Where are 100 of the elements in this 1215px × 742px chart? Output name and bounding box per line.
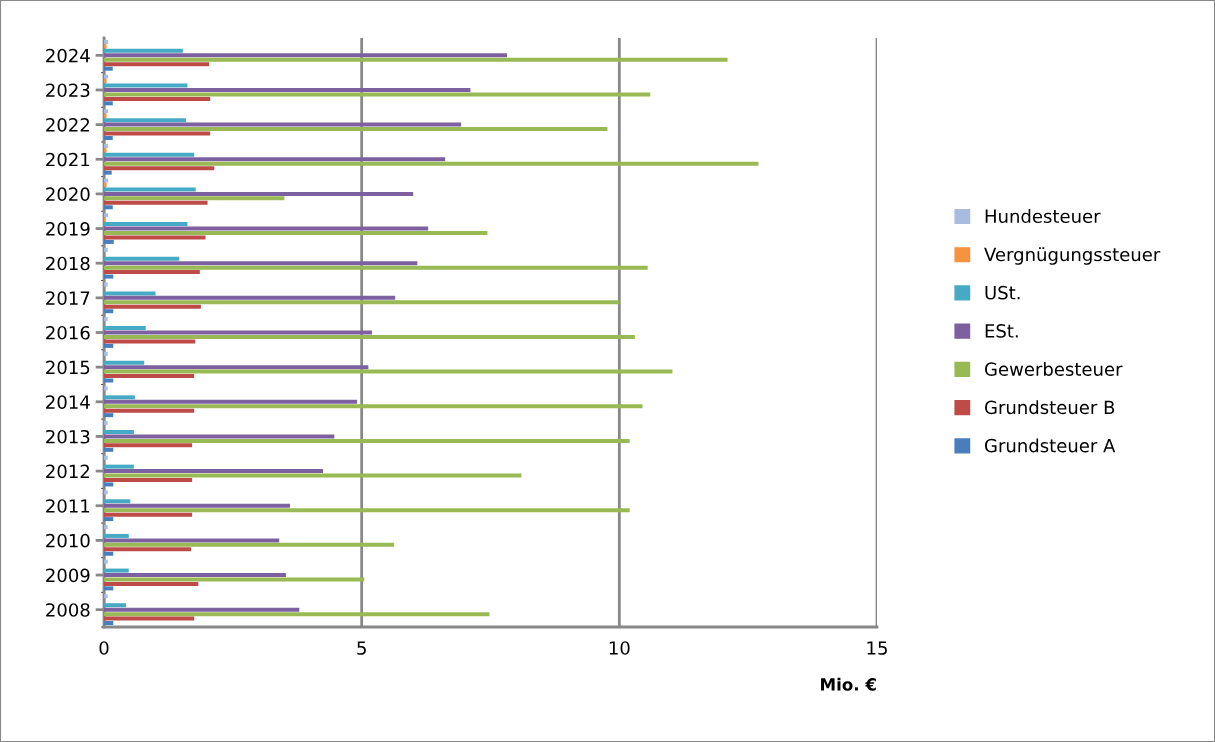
bar [104,477,193,482]
bar [104,135,113,140]
bar [104,594,108,599]
bar [104,603,127,608]
bar [104,231,488,236]
bar [104,469,324,474]
bar [104,317,108,322]
bar [104,261,418,266]
bar [104,369,673,374]
bar [104,512,193,517]
bar [104,265,648,270]
bar [104,74,109,79]
bar [104,434,335,439]
x-tick-label: 5 [357,641,366,655]
bar [104,131,211,136]
bar [104,455,108,460]
bar [104,79,107,84]
x-tick-label: 15 [867,641,887,655]
bar [104,482,114,487]
bar [104,551,114,556]
bar [104,404,643,409]
bar [104,365,369,370]
bar [104,62,210,67]
bar [104,300,620,305]
bar [104,559,108,564]
bar [104,291,156,296]
y-tick-label: 2017 [46,291,90,305]
y-tick-label: 2019 [46,222,90,236]
y-tick-label: 2011 [46,499,90,513]
bar [104,309,114,314]
bar [104,118,186,123]
bar [104,239,114,244]
bar [104,191,414,196]
legend-label: Vergnügungssteuer [984,247,1161,265]
bar [104,395,135,400]
bar [104,157,446,162]
bar [104,183,107,188]
bar [104,39,109,44]
bar [104,351,108,356]
bar [104,447,114,452]
bar [104,200,208,205]
bar [104,413,114,418]
bar [104,408,195,413]
bar [104,48,183,53]
y-tick-label: 2018 [46,256,90,271]
bar [104,533,129,538]
bar [104,92,651,97]
bar [104,282,108,287]
bar [104,616,195,621]
bar [104,538,280,543]
bar [104,503,291,508]
bar [104,378,114,383]
bar [104,187,196,192]
bar [104,343,114,348]
bar [104,517,114,522]
bar [104,274,114,279]
bar [104,360,145,365]
bar [104,57,728,62]
bar [104,196,285,201]
x-tick-label: 0 [99,641,109,655]
bar [104,542,395,547]
y-tick-label: 2023 [46,83,90,98]
bar [104,330,372,335]
bar [104,577,365,582]
legend-label: Grundsteuer B [984,400,1115,415]
bar [104,607,300,612]
bar [104,339,196,344]
bar [104,143,109,148]
y-tick-label: 2012 [46,464,89,479]
bar [104,247,108,252]
bar [104,386,108,391]
bar [104,295,396,300]
y-tick-label: 2013 [46,429,90,444]
legend-label: USt. [985,285,1020,300]
bar [104,621,114,626]
y-tick-label: 2015 [46,360,90,375]
bar [104,326,146,331]
bar [104,122,462,127]
legend-label: Hundesteuer [985,209,1101,224]
x-axis-title: Mio. € [821,677,876,691]
y-tick-label: 2010 [46,533,90,548]
bar [104,170,112,175]
bar [104,256,180,261]
bar [104,374,195,379]
y-tick-label: 2014 [46,395,90,409]
bar [104,490,108,495]
legend-label: Grundsteuer A [984,438,1116,453]
bar [104,270,200,275]
bar [104,304,201,309]
bar [104,66,113,71]
bar [104,44,107,49]
bar [104,612,490,617]
bar [104,438,630,443]
bar [104,96,211,101]
bar [104,148,107,153]
bar [104,53,507,58]
bar [104,429,134,434]
bar [104,152,195,157]
bar [104,568,129,573]
bar [104,213,109,218]
